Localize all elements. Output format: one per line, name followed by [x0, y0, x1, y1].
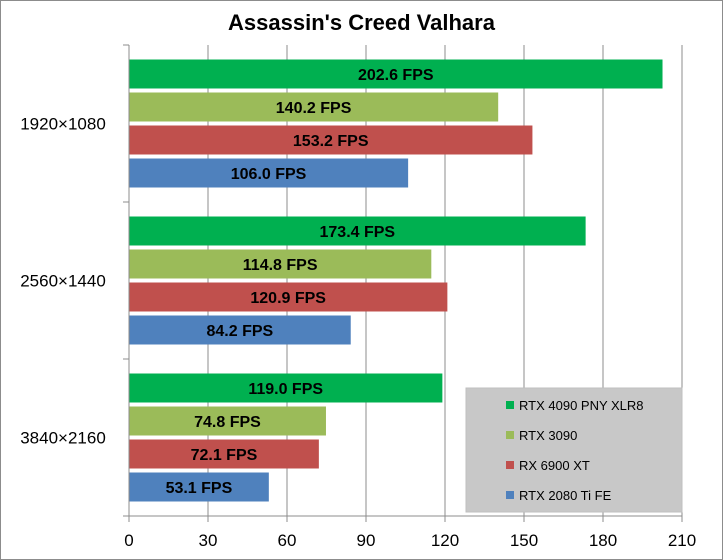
- x-tick-label: 60: [278, 531, 297, 550]
- data-label: 140.2 FPS: [276, 100, 352, 117]
- bar: [129, 158, 409, 188]
- data-label: 114.8 FPS: [243, 257, 318, 274]
- bar: [129, 92, 499, 122]
- legend-entry: RTX 3090: [519, 428, 577, 443]
- category-label: 3840×2160: [20, 429, 106, 448]
- bar: [129, 472, 269, 502]
- axes: 0 30 60 90 120 150 180 210 1920×1080 2560×1440 384…: [20, 44, 696, 550]
- legend-entry: RX 6900 XT: [519, 458, 590, 473]
- data-label: 173.4 FPS: [320, 224, 396, 241]
- data-label: 202.6 FPS: [358, 67, 434, 84]
- x-tick-label: 30: [199, 531, 218, 550]
- x-tick-label: 210: [668, 531, 696, 550]
- data-label: 106.0 FPS: [231, 166, 307, 183]
- x-tick-label: 0: [124, 531, 133, 550]
- data-label: 72.1 FPS: [191, 447, 258, 464]
- bar: [129, 282, 448, 312]
- bars: 202.6 FPS 140.2 FPS 153.2 FPS 106.0 FPS 173.…: [129, 59, 663, 502]
- x-tick-label: 120: [431, 531, 459, 550]
- bar: [129, 249, 432, 279]
- category-label: 2560×1440: [20, 272, 106, 291]
- data-label: 74.8 FPS: [194, 414, 261, 431]
- bar: [129, 406, 326, 436]
- legend-swatch: [506, 461, 514, 469]
- data-label: 119.0 FPS: [248, 381, 323, 398]
- bar: [129, 439, 319, 469]
- bar: [129, 125, 533, 155]
- bar: [129, 373, 443, 403]
- legend-swatch: [506, 431, 514, 439]
- legend-entry: RTX 2080 Ti FE: [519, 488, 612, 503]
- x-tick-label: 90: [357, 531, 376, 550]
- category-label: 1920×1080: [20, 115, 106, 134]
- legend: RTX 4090 PNY XLR8 RTX 3090 RX 6900 XT RTX 2…: [465, 387, 683, 513]
- legend-swatch: [506, 401, 514, 409]
- chart-title: Assassin's Creed Valhara: [228, 10, 495, 35]
- legend-swatch: [506, 491, 514, 499]
- bar: [129, 315, 351, 345]
- data-label: 153.2 FPS: [293, 133, 369, 150]
- data-label: 53.1 FPS: [166, 480, 233, 497]
- x-tick-label: 180: [589, 531, 617, 550]
- bar: [129, 216, 586, 246]
- data-label: 84.2 FPS: [207, 323, 274, 340]
- legend-entry: RTX 4090 PNY XLR8: [519, 398, 644, 413]
- x-tick-label: 150: [510, 531, 538, 550]
- data-label: 120.9 FPS: [250, 290, 326, 307]
- legend-box: [465, 387, 683, 513]
- bar: [129, 59, 663, 89]
